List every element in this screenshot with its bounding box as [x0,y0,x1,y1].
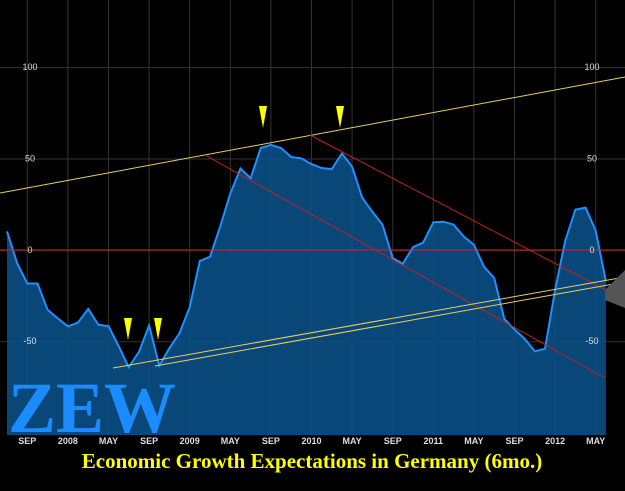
y-tick-label: 0 [27,245,32,255]
marker-arrow [336,106,344,128]
trend-line [204,154,606,379]
trend-lines [0,76,625,379]
area-line [6,143,607,370]
marker-arrow [124,318,132,340]
y-tick-label: 100 [22,62,37,72]
marker-arrow [154,318,162,340]
x-tick-label: SEP [140,436,158,446]
x-tick-label: 2009 [180,436,200,446]
trend-line [0,76,625,194]
area-fill [7,144,606,435]
marker-arrow [259,106,267,128]
y-tick-label-right: 0 [589,245,594,255]
x-tick-label: 2011 [424,436,444,446]
x-tick-label: SEP [384,436,402,446]
trend-line [309,134,625,301]
labels: -50 -50 0 0 50 50 100 100 SEP 2008 MAY SEP 2009 MAY SE… [18,62,605,446]
x-tick-label: 2008 [58,436,78,446]
x-tick-label: SEP [18,436,36,446]
x-tick-label: MAY [464,436,483,446]
trend-line [154,281,625,367]
x-tick-label: 2012 [545,436,565,446]
x-tick-label: MAY [586,436,605,446]
y-tick-label-right: 100 [584,62,599,72]
x-tick-label: SEP [262,436,280,446]
chart-title: Economic Growth Expectations in Germany … [82,449,542,473]
y-tick-label-right: 50 [587,153,597,163]
y-tick-label-right: -50 [585,336,598,346]
x-tick-label: SEP [505,436,523,446]
trend-line [112,276,625,369]
x-tick-label: MAY [221,436,240,446]
y-tick-label: 50 [25,153,35,163]
shade [605,270,625,308]
annotation: ZEW [8,368,176,448]
x-tick-label: MAY [99,436,118,446]
y-tick-label: -50 [23,336,36,346]
x-tick-label: MAY [343,436,362,446]
area-group [6,143,607,435]
x-tick-label: 2010 [301,436,321,446]
